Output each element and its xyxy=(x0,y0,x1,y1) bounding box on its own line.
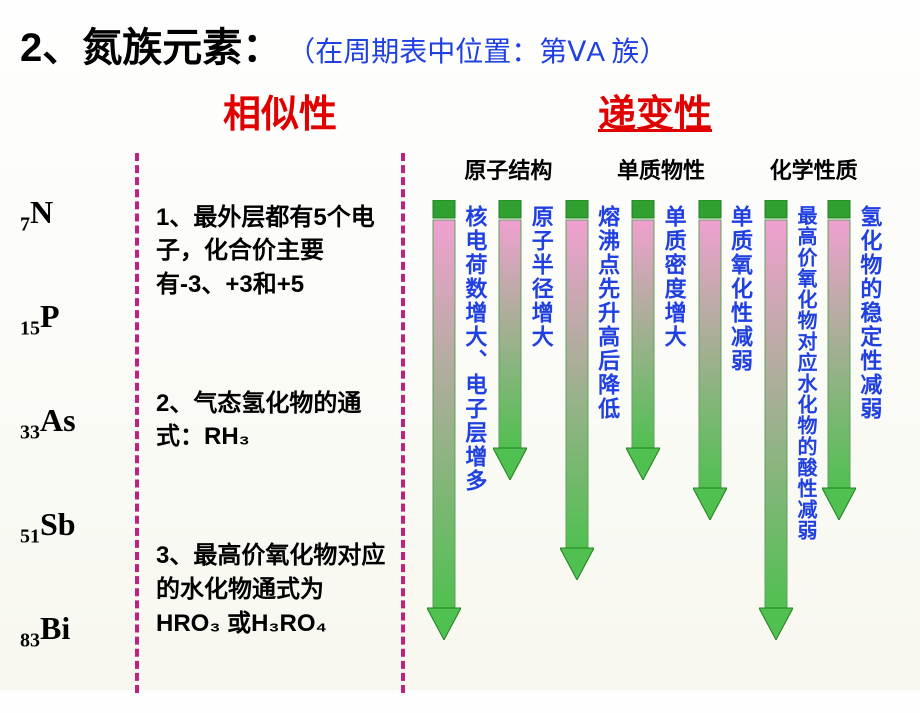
header-variation: 递变性 xyxy=(410,83,900,138)
arrow-unit: 原子半径增大 xyxy=(493,200,553,680)
title-main: 2、氮族元素： xyxy=(20,15,282,73)
element-sb: 51Sb xyxy=(20,506,120,548)
arrow-unit: 单质密度增大 xyxy=(626,200,686,680)
divider-2 xyxy=(401,153,407,693)
arrow-label: 氢化物的稳定性减弱 xyxy=(856,200,882,421)
arrow-unit: 单质氧化性减弱 xyxy=(693,200,753,680)
element-as: 33As xyxy=(20,402,120,444)
title-sub: （在周期表中位置：第ⅤA 族） xyxy=(287,30,667,70)
arrow-unit: 氢化物的稳定性减弱 xyxy=(822,200,882,680)
cat-atomic: 原子结构 xyxy=(432,153,585,185)
arrow-label: 原子半径增大 xyxy=(527,200,553,349)
element-bi: 83Bi xyxy=(20,610,120,652)
sim-item-1: 1、最外层都有5个电子，化合价主要有-3、+3和+5 xyxy=(156,201,386,302)
arrow-unit: 熔沸点先升高后降低 xyxy=(560,200,620,680)
arrow-label: 单质氧化性减弱 xyxy=(727,200,753,373)
down-arrow-icon xyxy=(427,200,461,640)
arrow-unit: 核电荷数增大、电子层增多 xyxy=(427,200,487,680)
arrow-unit: 最高价氧化物对应水化物的酸性减弱 xyxy=(759,200,816,680)
arrow-label: 核电荷数增大、电子层增多 xyxy=(461,200,487,493)
element-n: 7N xyxy=(20,194,120,236)
divider-1 xyxy=(135,153,141,693)
cat-chemical: 化学性质 xyxy=(737,153,890,185)
down-arrow-icon xyxy=(693,200,727,520)
down-arrow-icon xyxy=(759,200,793,640)
cat-physical: 单质物性 xyxy=(585,153,738,185)
down-arrow-icon xyxy=(560,200,594,580)
variation-column: 原子结构 单质物性 化学性质 核电荷数增大、电子层增多 原子半径增大 熔沸点先升… xyxy=(422,153,900,713)
similarity-column: 1、最外层都有5个电子，化合价主要有-3、+3和+5 2、气态氢化物的通式：RH… xyxy=(156,153,386,713)
sim-item-2: 2、气态氢化物的通式：RH₃ xyxy=(156,387,386,454)
arrow-label: 最高价氧化物对应水化物的酸性减弱 xyxy=(793,200,816,541)
down-arrow-icon xyxy=(493,200,527,480)
element-list: 7N 15P 33As 51Sb 83Bi xyxy=(20,153,120,713)
arrow-label: 熔沸点先升高后降低 xyxy=(594,200,620,421)
header-similar: 相似性 xyxy=(150,83,410,138)
down-arrow-icon xyxy=(822,200,856,520)
element-p: 15P xyxy=(20,298,120,340)
down-arrow-icon xyxy=(626,200,660,480)
arrow-label: 单质密度增大 xyxy=(660,200,686,349)
sim-item-3: 3、最高价氧化物对应的水化物通式为HRO₃ 或H₃RO₄ xyxy=(156,539,386,640)
